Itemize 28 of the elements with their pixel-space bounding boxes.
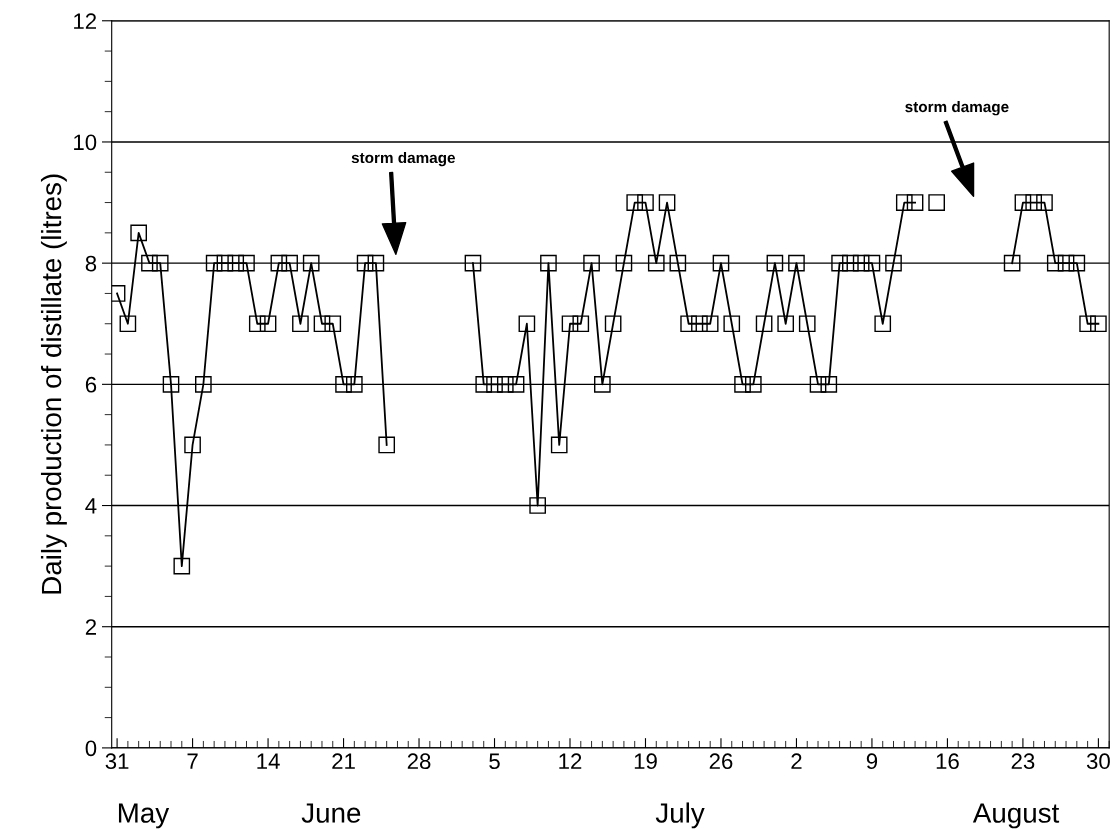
x-tick-label: 12	[559, 753, 582, 769]
y-tick-label: 8	[85, 255, 97, 272]
x-tick-label: 30	[1086, 753, 1110, 770]
x-tick-label: 31	[105, 753, 129, 770]
text: August	[972, 803, 1060, 829]
x-tick-label: 21	[332, 753, 355, 769]
text: July	[655, 802, 705, 829]
x-tick-label: 26	[709, 753, 733, 770]
x-tick-label: 2	[791, 753, 802, 769]
annotation: storm damage	[351, 151, 455, 167]
y-axis-title: Daily production of distillate (litres)	[40, 174, 67, 594]
y-tick-label: 2	[85, 619, 96, 635]
y-tick-label: 6	[85, 376, 97, 393]
x-tick-label: 28	[407, 753, 431, 770]
x-tick-label: 5	[489, 753, 500, 770]
y-tick-label: 12	[74, 13, 96, 29]
y-tick-label: 0	[85, 740, 97, 757]
x-tick-label: 7	[187, 753, 198, 769]
x-tick-label: 23	[1011, 753, 1035, 770]
x-tick-label: 9	[866, 753, 878, 770]
x-tick-label: 14	[257, 753, 280, 769]
text: May	[118, 803, 170, 829]
y-tick-label: 4	[85, 498, 97, 514]
annotation: storm damage	[905, 100, 1009, 116]
x-tick-label: 19	[634, 753, 657, 770]
x-tick-label: 16	[936, 753, 959, 770]
text: June	[301, 803, 361, 823]
y-tick-label: 10	[74, 134, 97, 151]
